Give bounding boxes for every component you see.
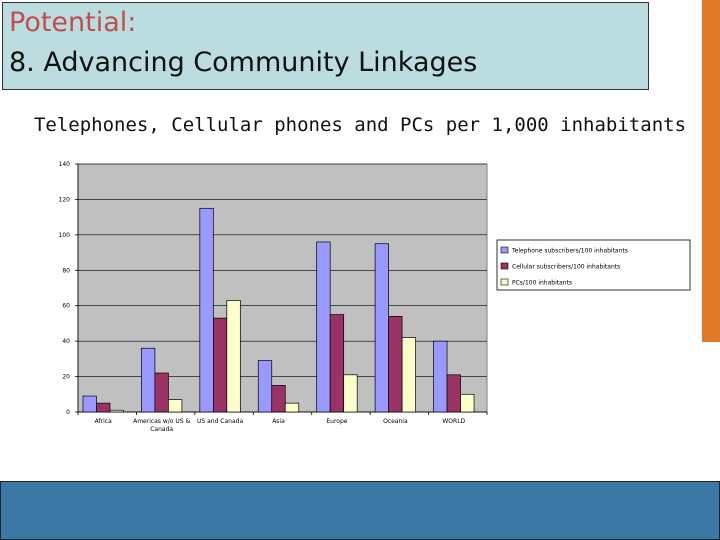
bar [226,300,241,413]
footer-bar [0,481,720,540]
bar [284,402,300,413]
title-box: Potential: 8. Advancing Community Linkag… [2,2,649,90]
chart-subtitle: Telephones, Cellular phones and PCs per … [33,114,687,136]
bar [199,207,214,413]
bar [446,374,461,413]
bar [374,243,389,413]
accent-bar [702,0,720,342]
bar [96,402,111,413]
legend-swatch [500,262,509,270]
bar [82,395,97,413]
legend-label: Telephone subscribers/100 inhabitants [511,248,628,255]
plot-area [77,163,488,413]
bar [401,337,416,413]
y-tick-label: 0 [66,409,70,416]
bar [460,393,475,413]
bar [343,374,358,413]
bar [212,317,228,413]
x-tick-label: WORLD [442,418,465,425]
bar [168,399,183,413]
bar [109,409,124,413]
x-tick-label: Africa [95,418,112,425]
legend-swatch [500,278,509,286]
x-tick-label: Asia [272,418,285,425]
legend-label: PCs/100 inhabitants [512,280,572,287]
bar [388,315,403,413]
bar [141,347,156,413]
bar [433,340,448,413]
y-tick-label: 20 [62,374,70,381]
y-tick-label: 60 [62,303,70,310]
bar [316,241,331,413]
x-tick-label: Oceania [383,418,408,425]
y-tick-label: 120 [59,196,71,203]
legend-box [496,239,691,291]
x-tick-label: Europe [326,418,347,425]
legend-label: Cellular subscribers/100 inhabitants [512,264,620,271]
y-tick-label: 100 [59,232,71,239]
legend-swatch [500,246,509,254]
y-tick-label: 140 [59,161,71,168]
bar [329,314,345,413]
slide-title: 8. Advancing Community Linkages [9,47,478,78]
bar [154,372,169,413]
y-tick-label: 80 [62,267,70,274]
slide-title-prefix: Potential: [9,7,137,38]
x-tick-label: US and Canada [197,418,243,425]
bar [257,360,273,413]
bar-chart: 0 20 40 60 80 100 120 140 Africa Americas w/o US … [59,161,691,433]
bar [271,385,286,413]
y-tick-label: 40 [62,338,70,345]
x-tick-label: Americas w/o US & Canada [133,418,190,433]
